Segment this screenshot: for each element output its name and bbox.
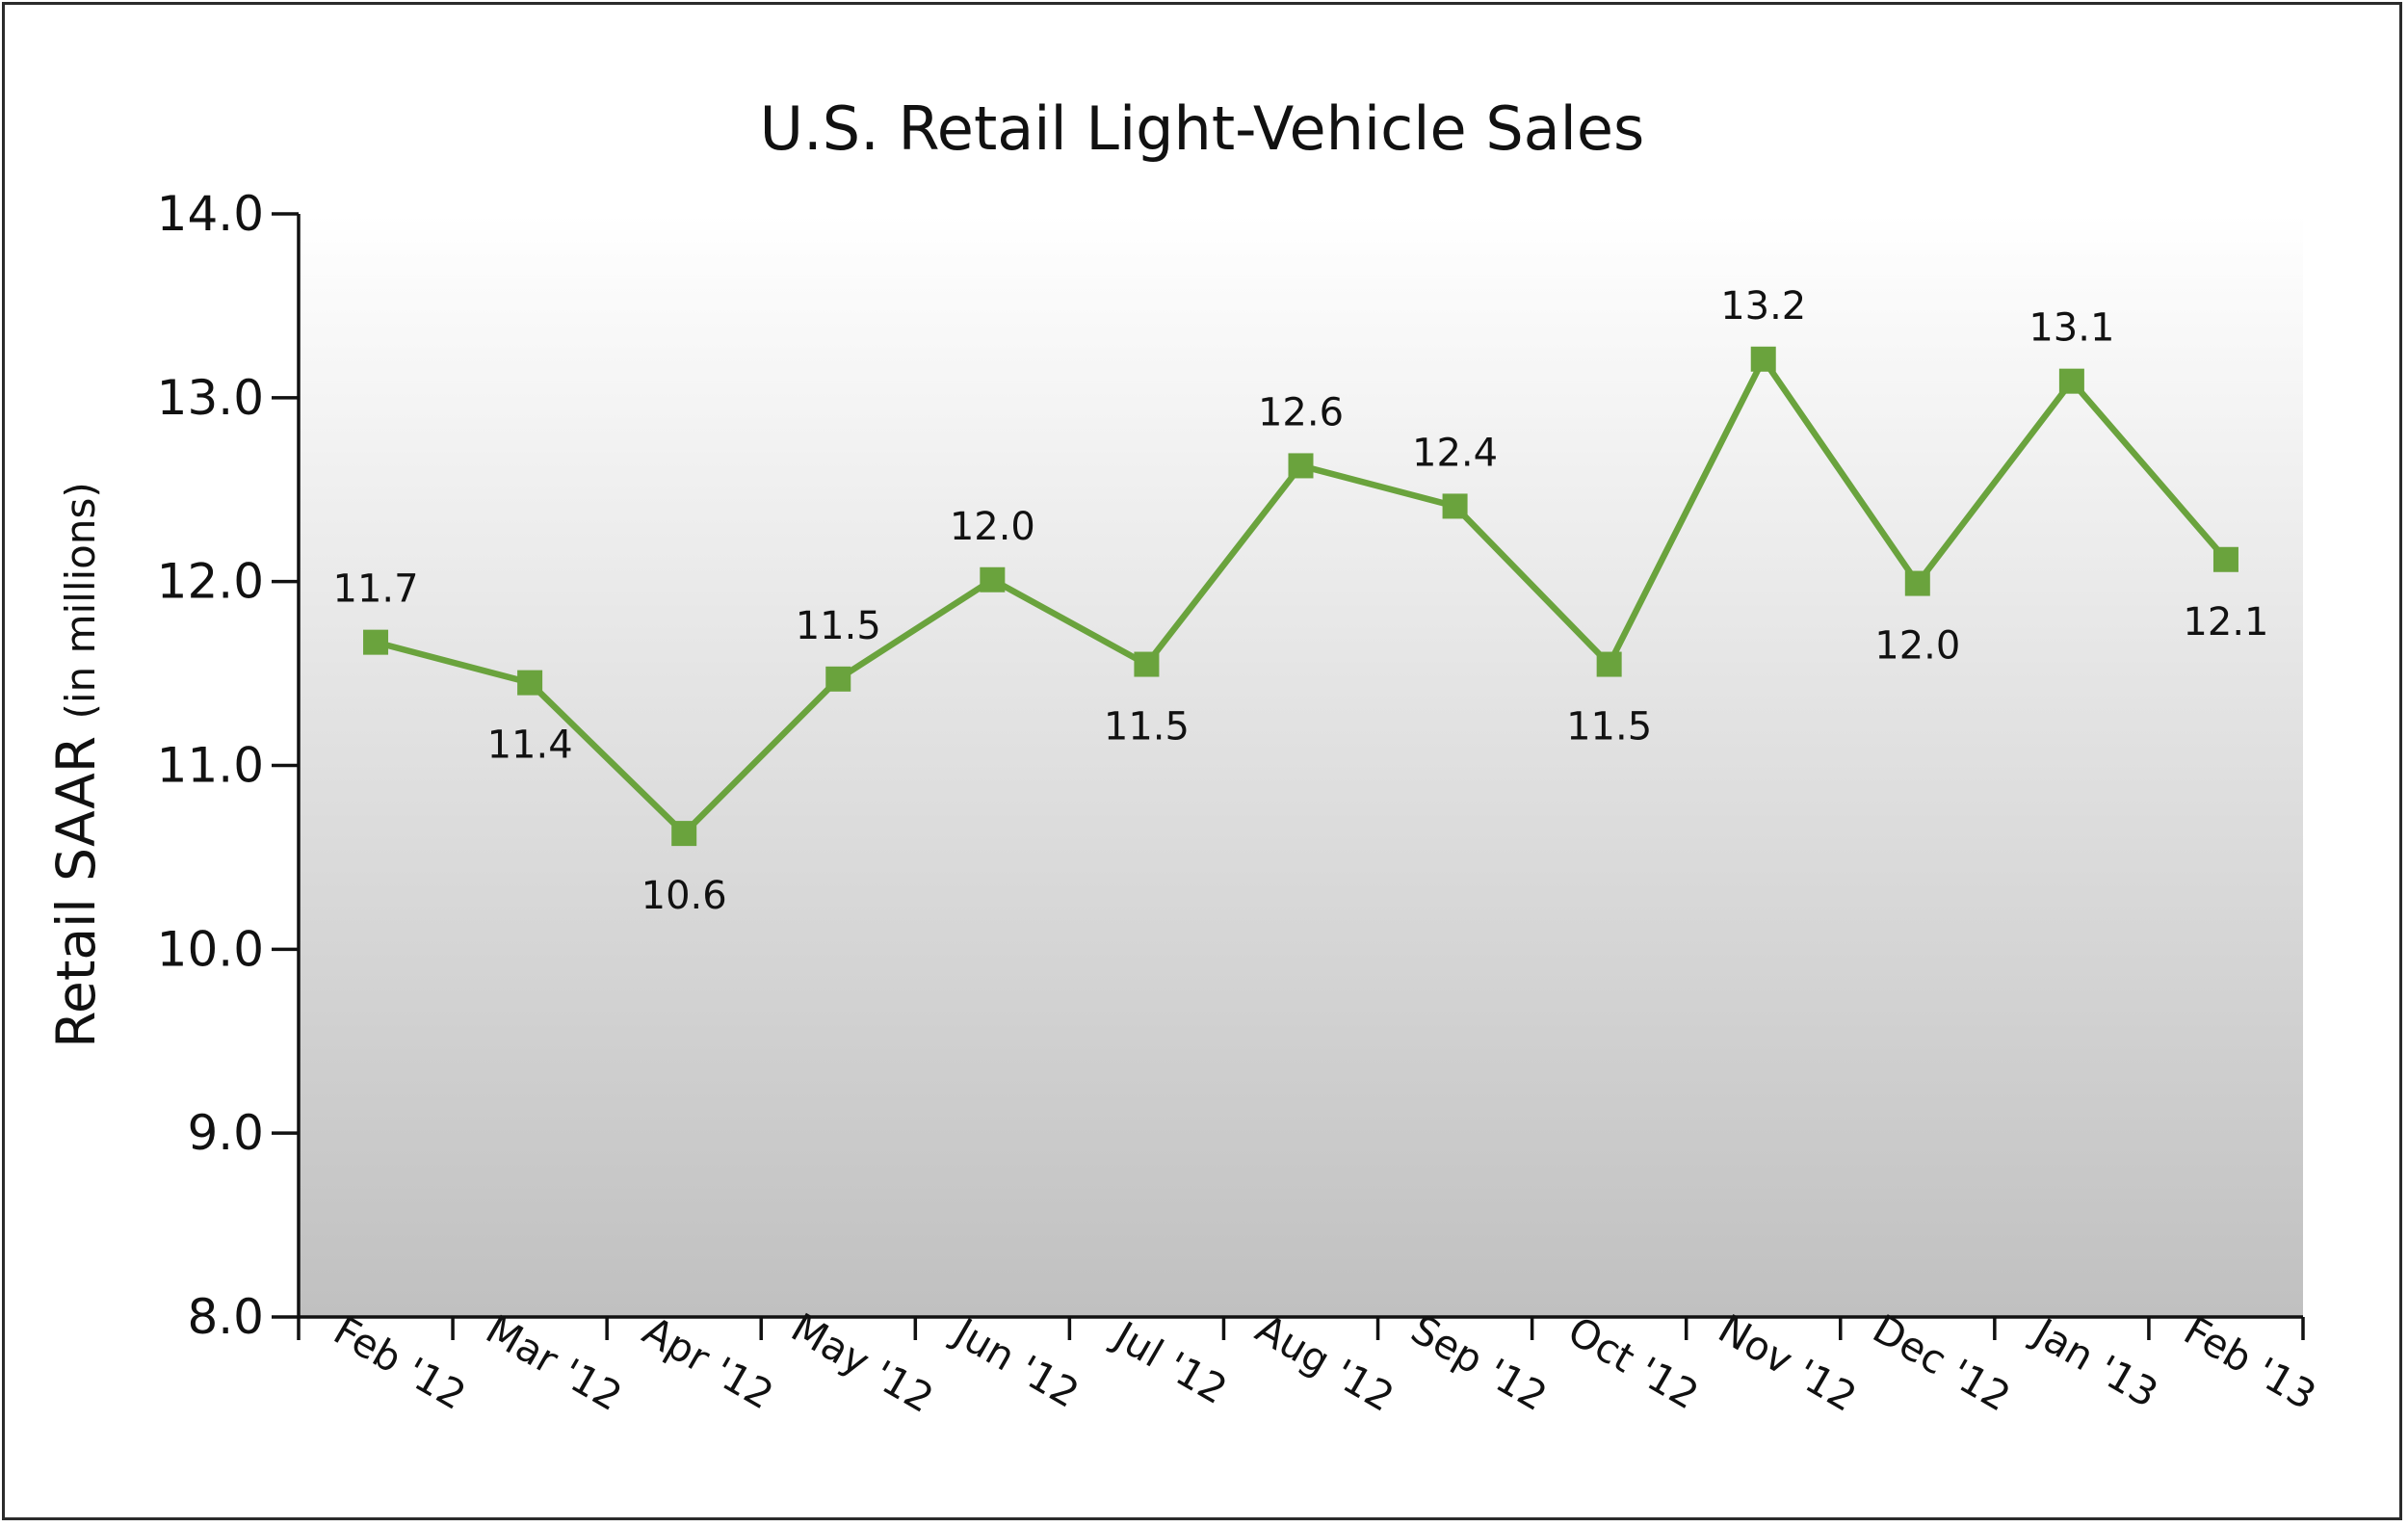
data-label: 11.4	[487, 724, 573, 768]
data-point	[1904, 570, 1930, 596]
data-point	[517, 670, 543, 696]
data-label: 11.5	[1566, 705, 1652, 750]
data-point	[1750, 346, 1776, 372]
data-point	[1134, 651, 1160, 677]
y-axis-label-main: Retail SAAR	[45, 736, 107, 1048]
data-point	[825, 666, 851, 692]
data-label: 10.6	[641, 874, 727, 918]
x-tick-label: Jun '12	[944, 1307, 1086, 1416]
data-label: 13.1	[2028, 306, 2114, 351]
data-label: 12.4	[1412, 431, 1498, 475]
data-label: 12.0	[950, 505, 1035, 549]
y-axis-ticks: 8.0 9.0 10.0 11.0 12.0 13.0 14.0	[157, 186, 299, 1345]
data-label: 11.7	[333, 567, 419, 612]
data-label: 12.6	[1258, 390, 1344, 434]
y-axis-label: Retail SAAR (in millions)	[45, 482, 107, 1048]
data-point	[1596, 651, 1622, 677]
data-point	[2058, 368, 2084, 394]
y-tick-label: 8.0	[187, 1289, 264, 1345]
data-point	[1442, 493, 1468, 519]
x-tick-label: May '12	[783, 1304, 941, 1422]
data-label: 12.0	[1874, 624, 1960, 669]
x-tick-label: Jan '13	[2024, 1308, 2166, 1417]
data-labels: 11.7 11.4 10.6 11.5 12.0 11.5 12.6 12.4 11.5 13.2…	[333, 284, 2269, 918]
data-point	[671, 821, 697, 847]
y-tick-label: 13.0	[157, 370, 264, 426]
y-tick-label: 11.0	[157, 738, 264, 794]
x-tick-label: Jul '12	[1104, 1311, 1235, 1413]
data-point	[980, 566, 1006, 592]
y-tick-label: 14.0	[157, 186, 264, 242]
y-axis-label-unit: (in millions)	[57, 482, 104, 719]
x-axis-ticks: Feb '12 Mar '12 Apr '12 May '12 Jun '12 Jul '…	[297, 1304, 2324, 1422]
chart-title: U.S. Retail Light-Vehicle Sales	[760, 93, 1645, 164]
data-point	[2212, 546, 2238, 572]
y-tick-label: 9.0	[187, 1105, 264, 1161]
data-label: 11.5	[1104, 705, 1190, 750]
data-point	[1288, 453, 1314, 479]
series-group	[363, 346, 2238, 847]
data-point	[363, 629, 389, 655]
x-tick-label: Apr '12	[635, 1307, 781, 1418]
y-tick-label: 12.0	[157, 554, 264, 610]
plot-area	[299, 214, 2303, 1317]
data-label: 12.1	[2183, 600, 2268, 645]
y-tick-label: 10.0	[157, 921, 264, 977]
x-tick-label: Oct '12	[1560, 1307, 1707, 1418]
data-label: 11.5	[796, 604, 881, 648]
data-label: 13.2	[1720, 284, 1806, 329]
